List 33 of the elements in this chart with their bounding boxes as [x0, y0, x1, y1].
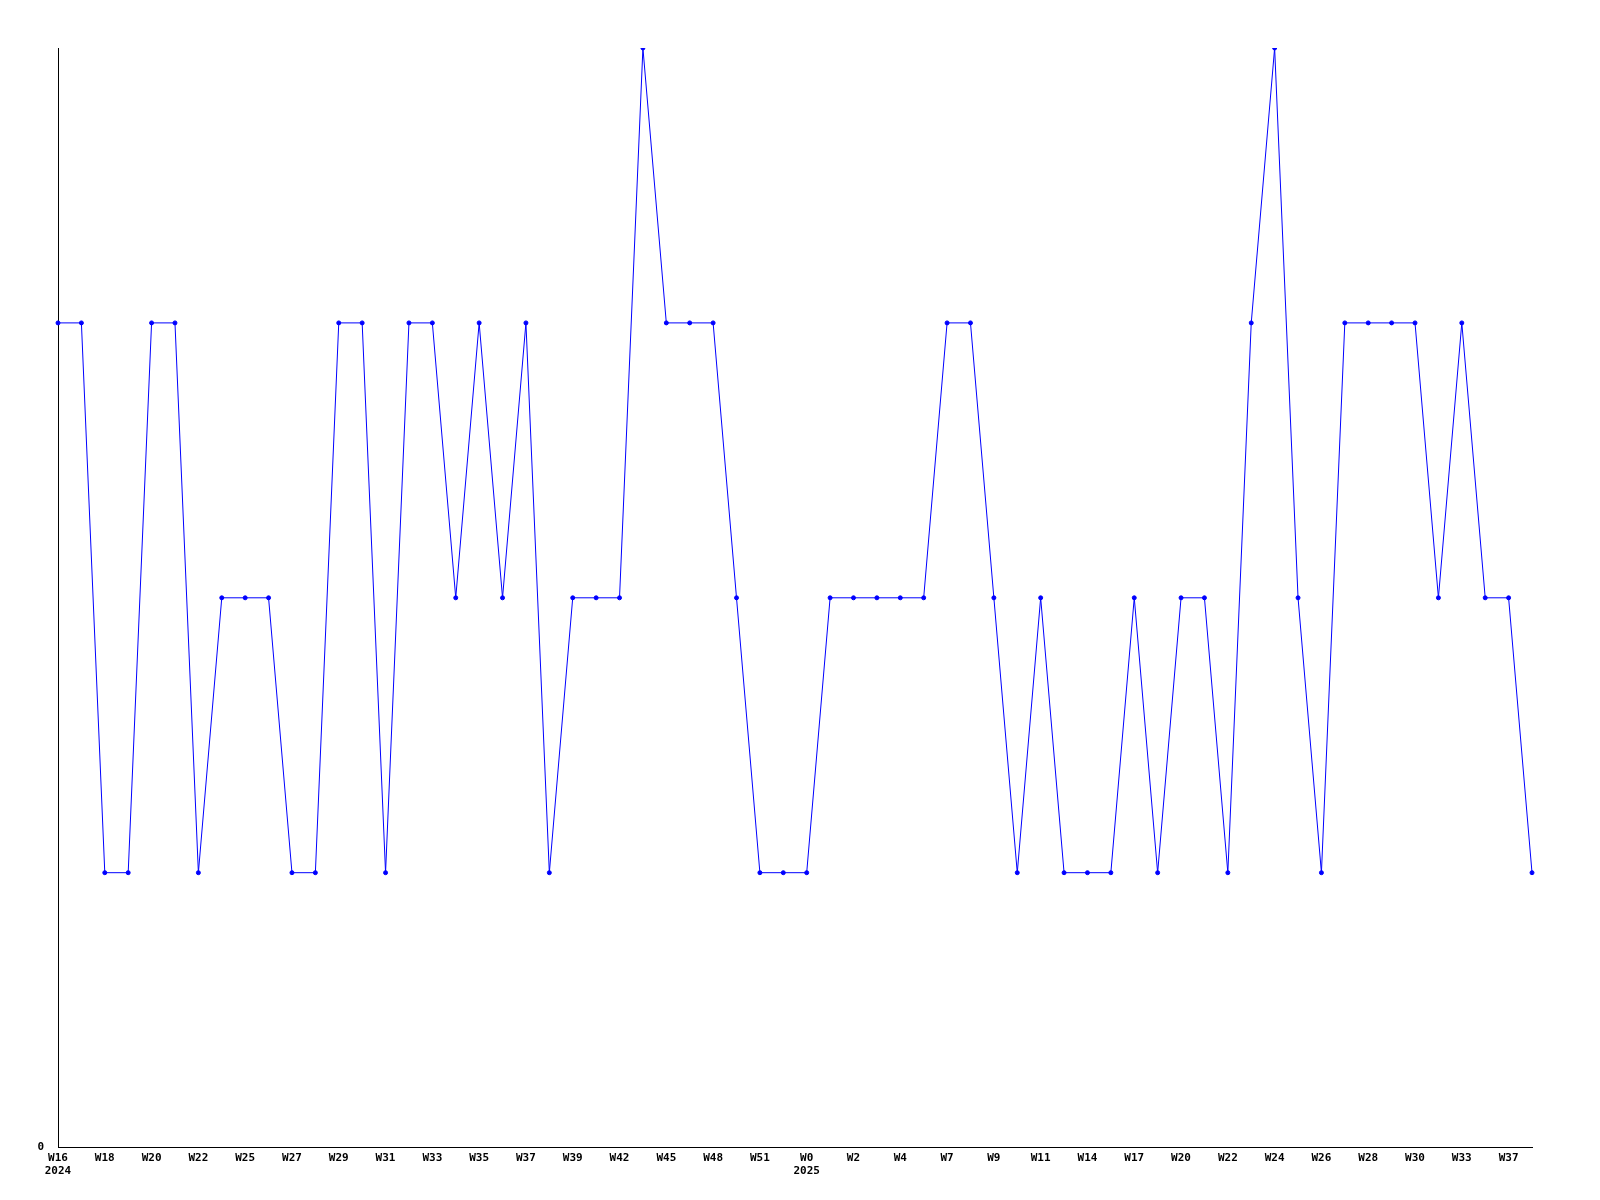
x-tick-label: W33	[422, 1151, 443, 1165]
x-tick-label: W37	[516, 1151, 536, 1165]
x-tick-label: W9	[987, 1151, 1001, 1165]
x-tick-label: W51	[749, 1151, 771, 1165]
x-tick-label: W18	[94, 1151, 115, 1165]
x-tick-label: W30	[1405, 1151, 1425, 1165]
x-tick-label: W16 2024	[44, 1151, 72, 1178]
x-tick-label: W0 2025	[793, 1151, 820, 1178]
x-tick-label: W22	[188, 1151, 209, 1165]
x-tick-label: W20	[1171, 1151, 1191, 1165]
x-tick-label: W7	[940, 1151, 954, 1165]
x-tick-label: W29	[328, 1151, 349, 1165]
x-tick-label: W4	[893, 1151, 908, 1165]
x-tick-label: W31	[375, 1151, 396, 1165]
x-tick-label: W35	[469, 1151, 490, 1165]
x-tick-label: W14	[1077, 1151, 1098, 1165]
x-tick-label: W28	[1358, 1151, 1379, 1165]
x-tick-label: W22	[1217, 1151, 1238, 1165]
x-tick-label: W33	[1451, 1151, 1472, 1165]
x-tick-label: W20	[141, 1151, 162, 1165]
x-tick-label: W24	[1264, 1151, 1285, 1165]
text: 0	[37, 1140, 44, 1154]
x-tick-label: W39	[562, 1151, 583, 1165]
x-tick-label: W48	[703, 1151, 724, 1165]
x-tick-label: W27	[282, 1151, 302, 1165]
x-tick-label: W26	[1311, 1151, 1332, 1165]
x-tick-label: W11	[1030, 1151, 1051, 1165]
x-tick-label: W37	[1498, 1151, 1519, 1165]
x-tick-label: W17	[1124, 1151, 1145, 1165]
x-tick-label: W2	[846, 1151, 861, 1165]
x-tick-label: W42	[609, 1151, 630, 1165]
x-tick-label: W45	[656, 1151, 677, 1165]
x-tick-label: W25	[235, 1151, 256, 1165]
